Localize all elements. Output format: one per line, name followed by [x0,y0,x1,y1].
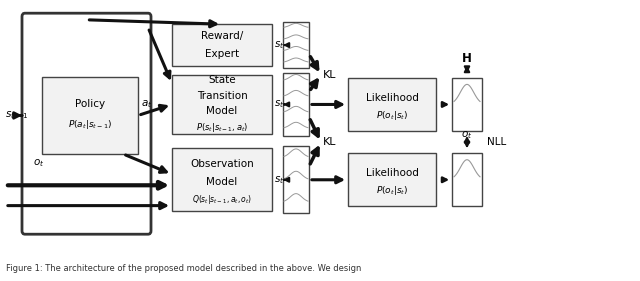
Text: $a_t$: $a_t$ [141,99,152,110]
Text: $o_t$: $o_t$ [33,157,44,169]
FancyBboxPatch shape [42,77,138,154]
Text: NLL: NLL [487,137,506,147]
FancyBboxPatch shape [283,72,309,136]
Text: Likelihood: Likelihood [365,93,419,103]
Text: $o_t$: $o_t$ [461,130,473,141]
Text: Observation: Observation [190,159,254,169]
FancyBboxPatch shape [172,75,272,134]
Text: $s_t$: $s_t$ [274,99,284,110]
Text: Model: Model [206,106,237,116]
FancyBboxPatch shape [172,148,272,211]
FancyBboxPatch shape [452,78,482,131]
Text: $P(o_t|s_t)$: $P(o_t|s_t)$ [376,184,408,197]
Text: KL: KL [323,70,337,80]
Text: Policy: Policy [75,99,105,110]
FancyBboxPatch shape [172,24,272,66]
FancyBboxPatch shape [348,78,436,131]
FancyBboxPatch shape [452,153,482,206]
Text: $P(s_t|s_{t-1}, a_t)$: $P(s_t|s_{t-1}, a_t)$ [196,121,248,134]
Text: $s_t$: $s_t$ [274,39,284,51]
Text: $s_{t-1}$: $s_{t-1}$ [5,110,28,121]
FancyBboxPatch shape [283,146,309,213]
Text: $P(a_t|s_{t-1})$: $P(a_t|s_{t-1})$ [68,118,112,131]
Text: Likelihood: Likelihood [365,168,419,178]
Text: $s_t$: $s_t$ [274,174,284,186]
Text: Figure 1: The architecture of the proposed model described in the above. We desi: Figure 1: The architecture of the propos… [6,264,362,273]
Text: Reward/: Reward/ [201,31,243,41]
Text: State: State [208,75,236,85]
Text: Model: Model [206,177,237,187]
FancyBboxPatch shape [348,153,436,206]
FancyBboxPatch shape [283,22,309,68]
Text: H: H [462,52,472,65]
Text: $Q(s_t|s_{t-1}, a_t, o_t)$: $Q(s_t|s_{t-1}, a_t, o_t)$ [192,193,252,206]
Text: $P(o_t|s_t)$: $P(o_t|s_t)$ [376,108,408,121]
Text: Expert: Expert [205,49,239,59]
Text: Transition: Transition [196,91,248,101]
Text: KL: KL [323,137,337,147]
